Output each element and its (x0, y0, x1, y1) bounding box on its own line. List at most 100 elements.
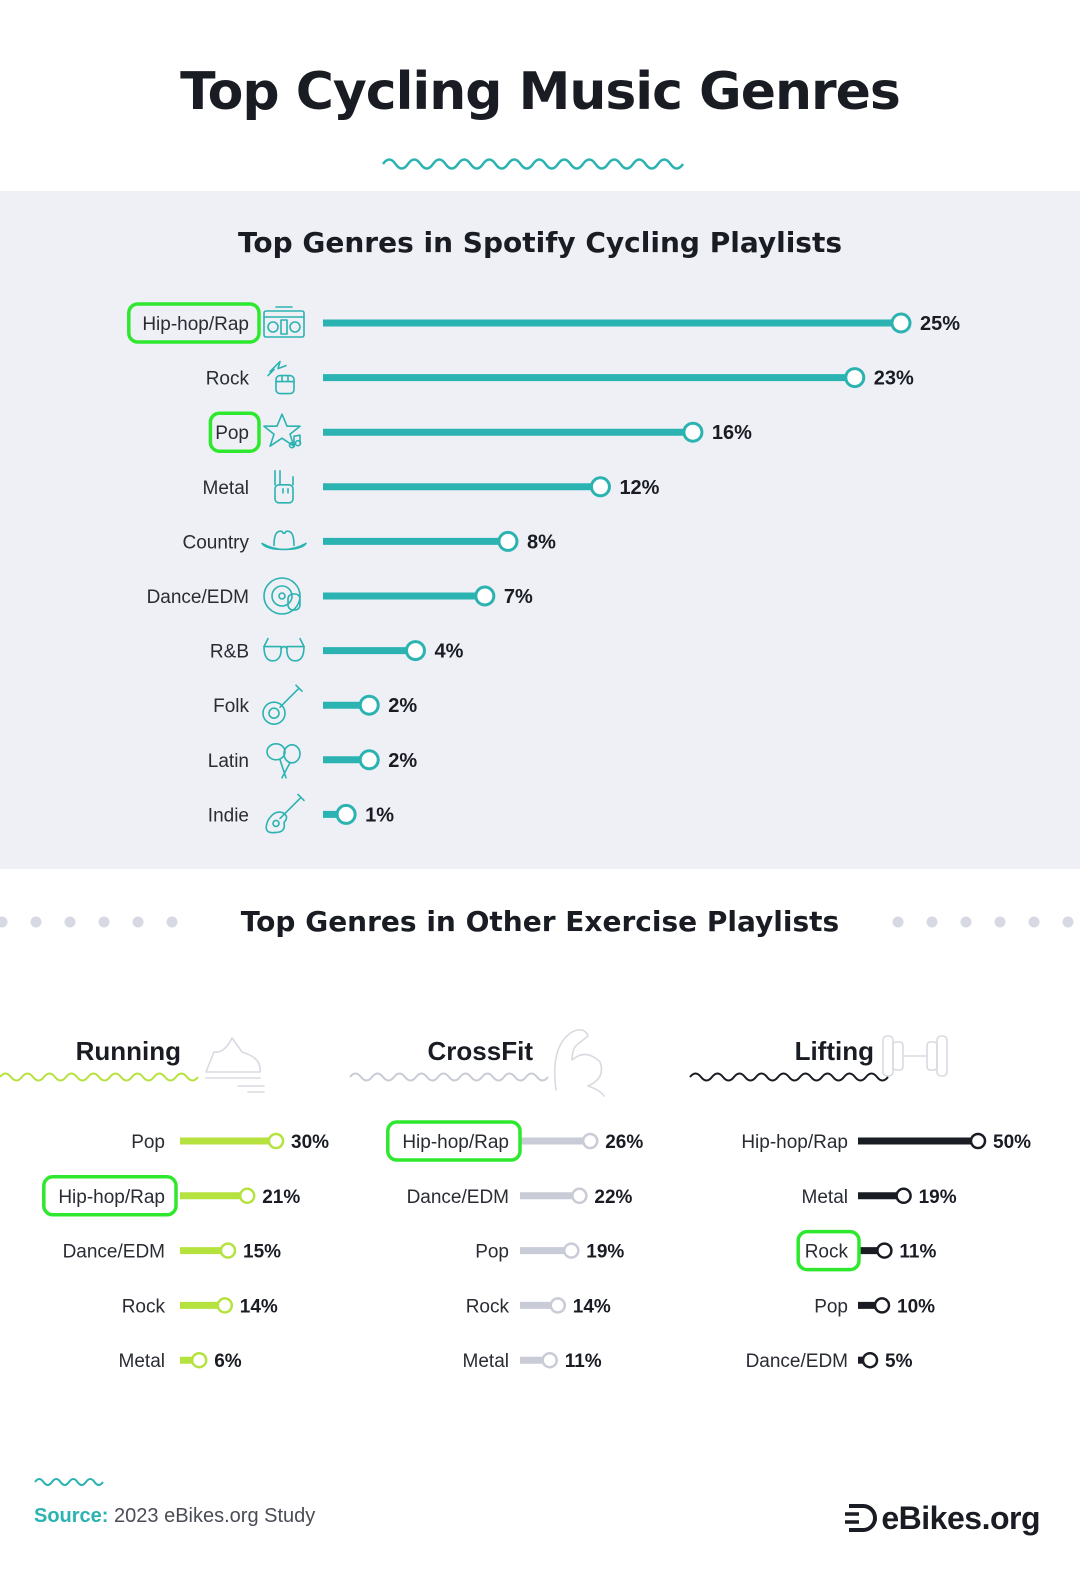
spotify-bar-row: 1% Indie (208, 793, 394, 834)
bar-end-marker (474, 585, 496, 607)
highlight-box (796, 1229, 861, 1272)
category-label: Country (182, 532, 249, 553)
bar-row: Rock 14% (122, 1296, 278, 1317)
value-label: 7% (504, 586, 533, 608)
bar-end-marker (861, 1351, 879, 1369)
divider-dot (166, 916, 178, 928)
bar-row: Metal 6% (119, 1351, 242, 1372)
bar-row: Dance/EDM 22% (407, 1187, 633, 1208)
value-label: 6% (214, 1351, 242, 1372)
category-label: Latin (208, 751, 249, 772)
brand-logo: eBikes.org (845, 1500, 1040, 1537)
value-label: 4% (434, 641, 463, 663)
exercise-charts: Running Pop 30% Hip-hop/Rap 21% Dance/EDM 15% R… (0, 1028, 1031, 1372)
exercise-chart-running: Running Pop 30% Hip-hop/Rap 21% Dance/EDM 15% R… (0, 1036, 329, 1372)
sunglasses-icon (263, 637, 305, 662)
value-label: 8% (527, 531, 556, 553)
bar-end-marker (549, 1297, 567, 1314)
value-label: 21% (262, 1187, 300, 1208)
category-label: Hip-hop/Rap (58, 1187, 165, 1208)
category-label: Rock (122, 1296, 166, 1317)
divider-dot (1062, 916, 1074, 928)
title-wave (349, 1072, 549, 1082)
value-label: 11% (565, 1351, 602, 1372)
bar-end-marker (969, 1132, 987, 1150)
value-label: 19% (586, 1242, 624, 1263)
value-label: 12% (619, 477, 659, 499)
bar-row: Pop 30% (131, 1132, 329, 1153)
bar-end-marker (267, 1132, 285, 1150)
bar-row: Pop 19% (475, 1242, 624, 1263)
category-label: Metal (203, 478, 249, 499)
bar-end-marker (571, 1187, 588, 1205)
category-label: Dance/EDM (63, 1242, 165, 1263)
exercise-chart-lifting: Lifting Hip-hop/Rap 50% Metal 19% Rock 11% Pop 1… (689, 1035, 1031, 1372)
bar-row: Metal 19% (802, 1187, 957, 1208)
bar-end-marker (404, 640, 426, 662)
dots-divider (0, 916, 1074, 928)
spotify-bar-chart: 25% Hip-hop/Rap 23% Rock 16% Pop 12% Metal 8% Cou… (127, 302, 960, 834)
banjo-icon (262, 684, 303, 726)
value-label: 50% (993, 1132, 1031, 1153)
highlight-box (42, 1175, 178, 1217)
maracas-icon (266, 742, 301, 779)
value-label: 22% (594, 1187, 632, 1208)
running-shoe-icon (205, 1037, 265, 1093)
category-label: Metal (463, 1351, 509, 1372)
bar-end-marker (358, 694, 380, 716)
title-wave (0, 1072, 199, 1082)
spotify-bar-row: 12% Metal (203, 470, 660, 504)
divider-dot (892, 916, 904, 928)
divider-dot (0, 916, 8, 928)
bar-end-marker (682, 421, 704, 443)
bar-end-marker (873, 1297, 891, 1314)
title-wave-divider (381, 158, 685, 170)
value-label: 11% (899, 1242, 936, 1263)
footer-wave (34, 1478, 104, 1486)
bar-row: Hip-hop/Rap 21% (42, 1175, 300, 1217)
category-label: Pop (814, 1296, 848, 1317)
value-label: 25% (920, 313, 960, 335)
value-label: 19% (919, 1187, 957, 1208)
bar-end-marker (844, 367, 866, 389)
category-label: Dance/EDM (407, 1187, 509, 1208)
divider-dot (98, 916, 110, 928)
bar-end-marker (589, 476, 611, 498)
bar-end-marker (358, 749, 380, 771)
value-label: 16% (712, 422, 752, 444)
value-label: 14% (573, 1296, 611, 1317)
bar-row: Pop 10% (814, 1296, 935, 1317)
category-label: Folk (213, 696, 249, 717)
value-label: 23% (874, 368, 914, 390)
category-label: Hip-hop/Rap (741, 1132, 848, 1153)
divider-dot (926, 916, 938, 928)
dumbbell-icon (882, 1035, 948, 1077)
star-note-icon (263, 413, 302, 449)
divider-dot (994, 916, 1006, 928)
category-label: Pop (215, 423, 249, 444)
bar-row: Rock 11% (796, 1229, 936, 1272)
category-label: Dance/EDM (147, 587, 249, 608)
divider-dot (132, 916, 144, 928)
category-label: Hip-hop/Rap (142, 314, 249, 335)
spotify-bar-row: 23% Rock (206, 360, 914, 395)
category-label: R&B (210, 642, 249, 663)
divider-dot (64, 916, 76, 928)
spotify-bar-row: 4% R&B (210, 637, 464, 663)
highlight-box (127, 302, 261, 344)
brand-name: eBikes.org (881, 1500, 1040, 1536)
divider-dot (1028, 916, 1040, 928)
ebikes-logo-icon (845, 1503, 881, 1533)
bar-end-marker (190, 1351, 208, 1369)
chart-title: Lifting (795, 1036, 874, 1066)
bar-row: Hip-hop/Rap 26% (386, 1120, 643, 1162)
spotify-bar-row: 16% Pop (208, 411, 752, 453)
category-label: Hip-hop/Rap (402, 1132, 509, 1153)
bar-end-marker (541, 1351, 558, 1369)
value-label: 30% (291, 1132, 329, 1153)
boombox-icon (263, 306, 305, 338)
value-label: 14% (240, 1296, 278, 1317)
spotify-bar-row: 8% Country (182, 530, 556, 553)
value-label: 1% (365, 804, 394, 826)
source-text: 2023 eBikes.org Study (114, 1505, 316, 1527)
